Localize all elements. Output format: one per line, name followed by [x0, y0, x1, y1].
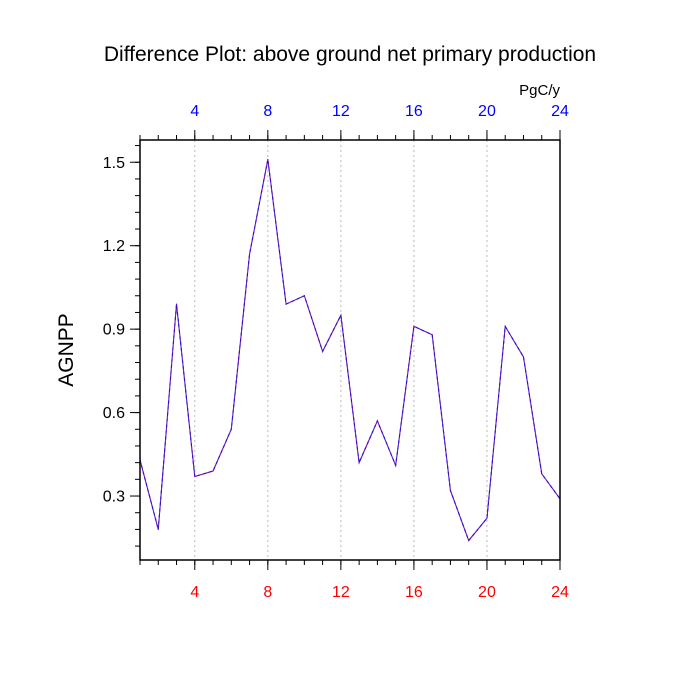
grid-layer: [194, 140, 488, 560]
data-point: [340, 314, 342, 316]
y-tick-label: 0.6: [103, 405, 125, 422]
data-point: [194, 475, 196, 478]
plot-frame: [139, 139, 561, 561]
data-point: [248, 253, 251, 255]
x-tick-label-bottom: 4: [190, 584, 199, 601]
x-tick-label-bottom: 16: [405, 584, 423, 601]
data-point: [522, 356, 525, 358]
data-point: [431, 334, 433, 336]
data-point: [358, 462, 360, 464]
series-layer: [139, 158, 561, 542]
x-tick-label-bottom: 20: [478, 584, 496, 601]
x-tick-label-bottom: 24: [551, 584, 569, 601]
units-label: PgC/y: [519, 82, 560, 99]
y-axis-label: AGNPP: [55, 313, 78, 387]
tick-layer: [130, 130, 561, 570]
y-tick-label: 0.3: [103, 489, 125, 506]
data-point: [322, 350, 324, 352]
data-point: [468, 539, 470, 542]
data-point: [449, 489, 452, 492]
data-point: [395, 464, 397, 467]
data-point: [175, 303, 178, 305]
x-tick-label-top: 8: [263, 103, 272, 120]
x-tick-label-top: 16: [405, 103, 423, 120]
data-point: [285, 303, 287, 305]
tick-label-layer: 0.3 0.6 0.9 1.2 1.5 4 8 12 16 20 24 4 8 12 16 20 24: [103, 103, 569, 601]
series-line: [139, 159, 561, 542]
data-point: [504, 325, 506, 327]
x-tick-label-bottom: 12: [332, 584, 350, 601]
x-tick-label-top: 12: [332, 103, 350, 120]
data-point: [376, 420, 378, 422]
data-point: [541, 473, 543, 475]
data-point: [212, 470, 214, 472]
data-point: [157, 528, 159, 531]
y-tick-label: 0.9: [103, 322, 125, 339]
y-tick-label: 1.2: [103, 238, 125, 255]
data-point: [486, 517, 488, 519]
x-tick-label-top: 24: [551, 103, 569, 120]
data-point: [413, 325, 415, 327]
x-tick-label-bottom: 8: [263, 584, 272, 601]
data-point: [267, 158, 269, 161]
data-point: [303, 295, 305, 297]
data-point: [230, 428, 232, 430]
chart-title: Difference Plot: above ground net primar…: [104, 43, 596, 66]
x-tick-label-top: 4: [190, 103, 199, 120]
y-tick-label: 1.5: [103, 155, 125, 172]
series-line-dash: [139, 159, 561, 542]
x-tick-label-top: 20: [478, 103, 496, 120]
